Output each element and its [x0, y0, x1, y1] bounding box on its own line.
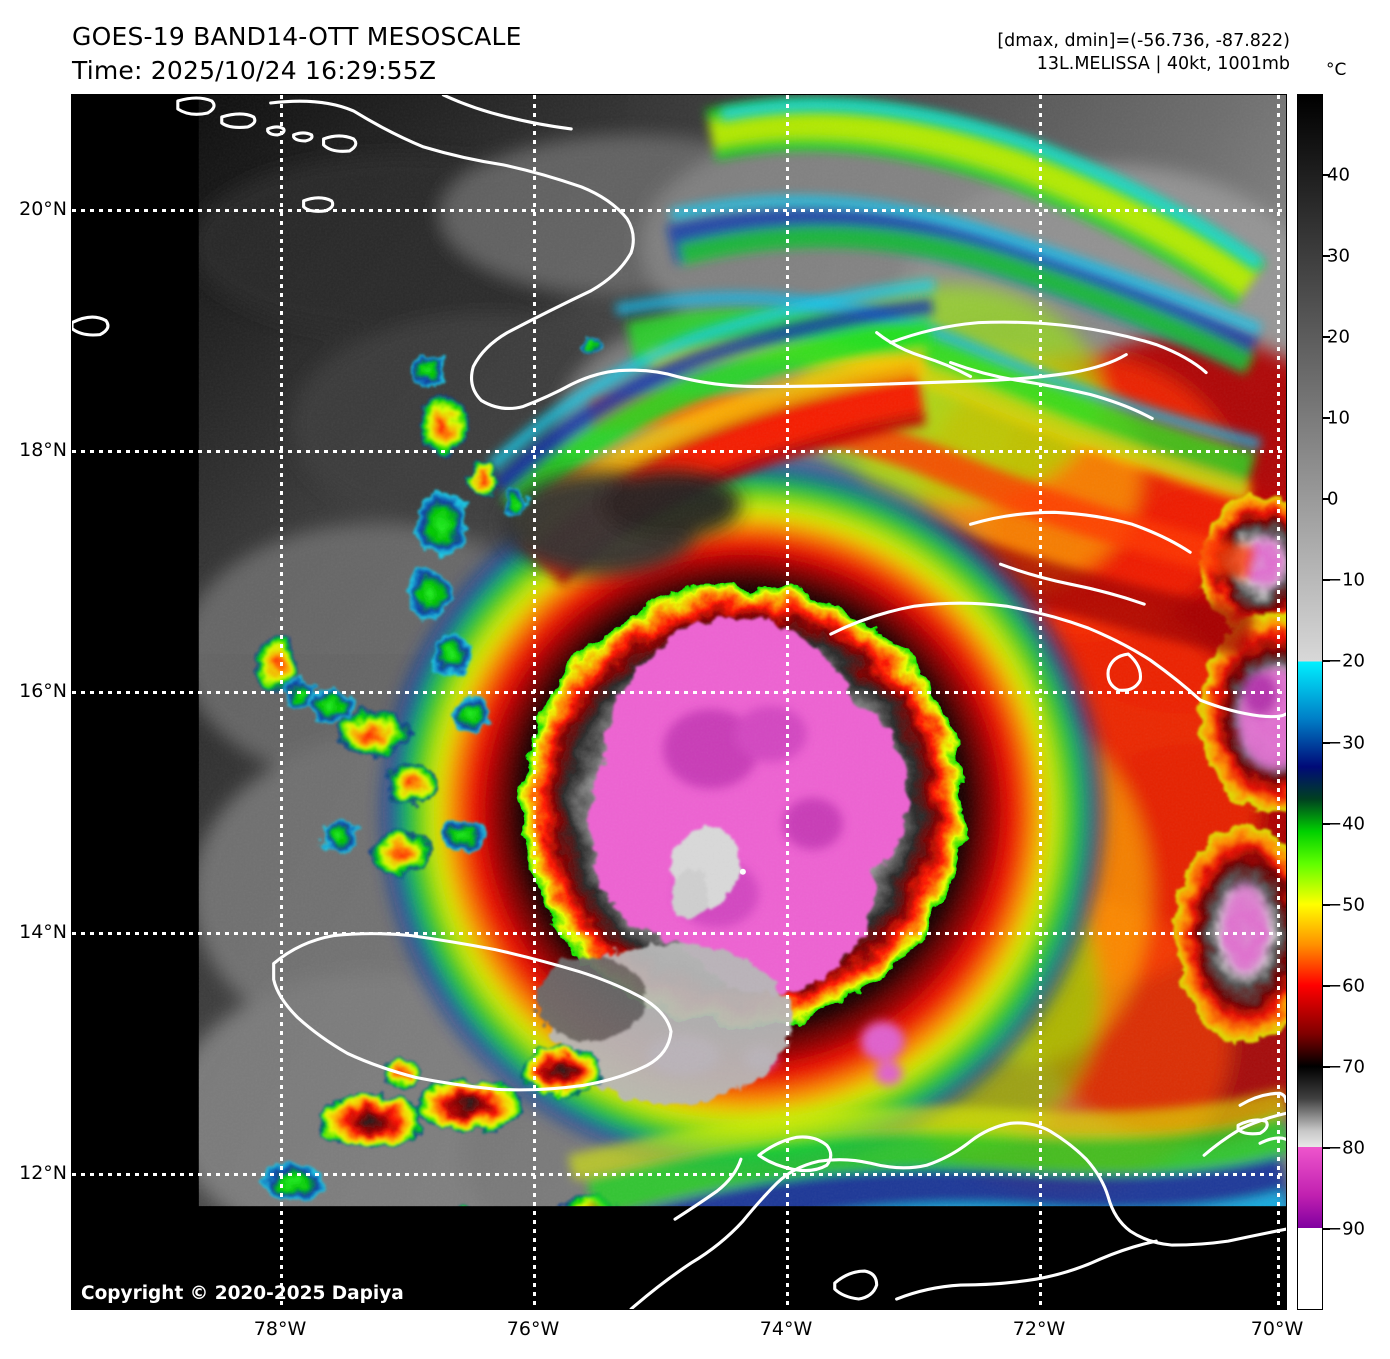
ylabel-16N: 16°N [19, 680, 67, 702]
colorbar-tick-40: 40 [1327, 164, 1350, 186]
colorbar-tickmark [1323, 498, 1330, 501]
colorbar-tick--20: −20 [1327, 650, 1365, 672]
storm-info-label: 13L.MELISSA | 40kt, 1001mb [1036, 53, 1290, 74]
colorbar-tickmark [1323, 903, 1330, 906]
colorbar-tickmark [1323, 822, 1330, 825]
page-title: GOES-19 BAND14-OTT MESOSCALE [72, 22, 522, 51]
xlabel-70W: 70°W [1250, 1318, 1304, 1340]
metadata-block: [dmax, dmin]=(-56.736, -87.822) 13L.MELI… [997, 30, 1290, 76]
colorbar-unit-label: °C [1326, 60, 1347, 80]
colorbar-tick--50: −50 [1327, 894, 1365, 916]
xlabel-72W: 72°W [1012, 1318, 1066, 1340]
colorbar-tick-20: 20 [1327, 326, 1350, 348]
colorbar-tickmark [1323, 336, 1330, 339]
colorbar-tickmark [1323, 1146, 1330, 1149]
colorbar-tickmark [1323, 1227, 1330, 1230]
colorbar-tick--30: −30 [1327, 732, 1365, 754]
colorbar-tickmark [1323, 1065, 1330, 1068]
colorbar-tickmark [1323, 984, 1330, 987]
timestamp-line: Time: 2025/10/24 16:29:55Z [72, 55, 437, 85]
colorbar-gradient [1298, 95, 1322, 1309]
satellite-plot-area: Copyright © 2020-2025 Dapiya [71, 94, 1287, 1310]
xlabel-74W: 74°W [759, 1318, 813, 1340]
colorbar-tick--80: −80 [1327, 1137, 1365, 1159]
colorbar-tick--60: −60 [1327, 975, 1365, 997]
colorbar-tickmark [1323, 741, 1330, 744]
title-block: GOES-19 BAND14-OTT MESOSCALE Time: 2025/… [72, 20, 522, 87]
infrared-satellite-imagery [72, 95, 1286, 1309]
colorbar-tickmark [1323, 174, 1330, 177]
xlabel-76W: 76°W [506, 1318, 560, 1340]
ylabel-20N: 20°N [19, 198, 67, 220]
colorbar-tick--40: −40 [1327, 813, 1365, 835]
xlabel-78W: 78°W [253, 1318, 307, 1340]
colorbar-tickmark [1323, 417, 1330, 420]
colorbar-tick--70: −70 [1327, 1056, 1365, 1078]
coastlines [72, 95, 1286, 1309]
ylabel-14N: 14°N [19, 921, 67, 943]
ylabel-12N: 12°N [19, 1162, 67, 1184]
temperature-colorbar [1297, 94, 1323, 1310]
colorbar-tick-30: 30 [1327, 245, 1350, 267]
colorbar-tick-0: 0 [1327, 488, 1339, 510]
colorbar-tick--90: −90 [1327, 1218, 1365, 1240]
colorbar-tickmark [1323, 255, 1330, 258]
colorbar-tickmark [1323, 579, 1330, 582]
dmax-dmin-label: [dmax, dmin]=(-56.736, -87.822) [997, 31, 1290, 51]
colorbar-tick--10: −10 [1327, 569, 1365, 591]
copyright-notice: Copyright © 2020-2025 Dapiya [81, 1283, 404, 1304]
colorbar-tickmark [1323, 660, 1330, 663]
colorbar-tick-10: 10 [1327, 407, 1350, 429]
ylabel-18N: 18°N [19, 439, 67, 461]
